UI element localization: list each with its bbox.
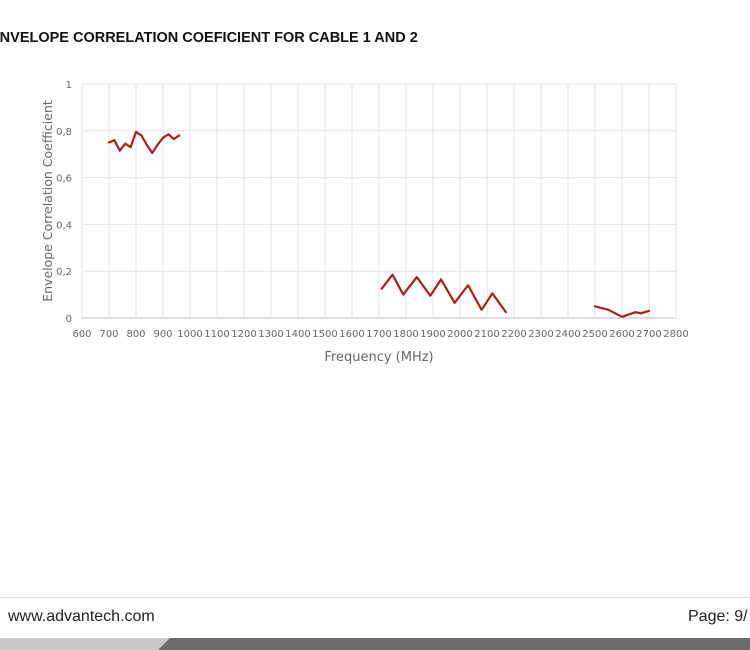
footer-website: www.advantech.com	[8, 608, 155, 625]
x-tick-label: 1800	[393, 329, 418, 340]
x-tick-label: 800	[126, 329, 145, 340]
x-tick-label: 2600	[609, 329, 634, 340]
x-tick-label: 2400	[555, 329, 580, 340]
x-tick-label: 1200	[231, 329, 256, 340]
footer-rule	[0, 597, 750, 598]
footer-band	[158, 638, 750, 650]
y-tick-label: 0	[66, 314, 72, 325]
footer-dark-band	[158, 638, 750, 650]
y-tick-label: 0,8	[56, 127, 72, 138]
x-tick-label: 2000	[447, 329, 472, 340]
x-tick-label: 1000	[177, 329, 202, 340]
y-tick-label: 0,6	[56, 174, 72, 185]
x-tick-label: 600	[72, 329, 91, 340]
x-tick-label: 1500	[312, 329, 337, 340]
footer-page: Page: 9/	[688, 608, 748, 625]
section-title: ENVELOPE CORRELATION COEFICIENT FOR CABL…	[0, 30, 418, 46]
y-tick-label: 0,4	[56, 220, 72, 231]
x-tick-label: 2100	[474, 329, 499, 340]
x-axis-label: Frequency (MHz)	[324, 350, 433, 365]
y-tick-label: 1	[66, 80, 72, 91]
data-line	[107, 130, 651, 318]
x-tick-label: 2300	[528, 329, 553, 340]
y-tick-label: 0,2	[56, 267, 72, 278]
x-tick-label: 700	[99, 329, 118, 340]
x-tick-label: 2800	[663, 329, 688, 340]
x-tick-label: 1100	[204, 329, 229, 340]
x-tick-label: 1300	[258, 329, 283, 340]
x-tick-label: 1600	[339, 329, 364, 340]
x-tick-label: 900	[153, 329, 172, 340]
x-tick-label: 2500	[582, 329, 607, 340]
y-axis-label: Envelope Correlation Coefficient	[40, 100, 55, 302]
x-tick-label: 1900	[420, 329, 445, 340]
x-tick-label: 1400	[285, 329, 310, 340]
x-tick-label: 2700	[636, 329, 661, 340]
x-tick-label: 2200	[501, 329, 526, 340]
x-tick-label: 1700	[366, 329, 391, 340]
